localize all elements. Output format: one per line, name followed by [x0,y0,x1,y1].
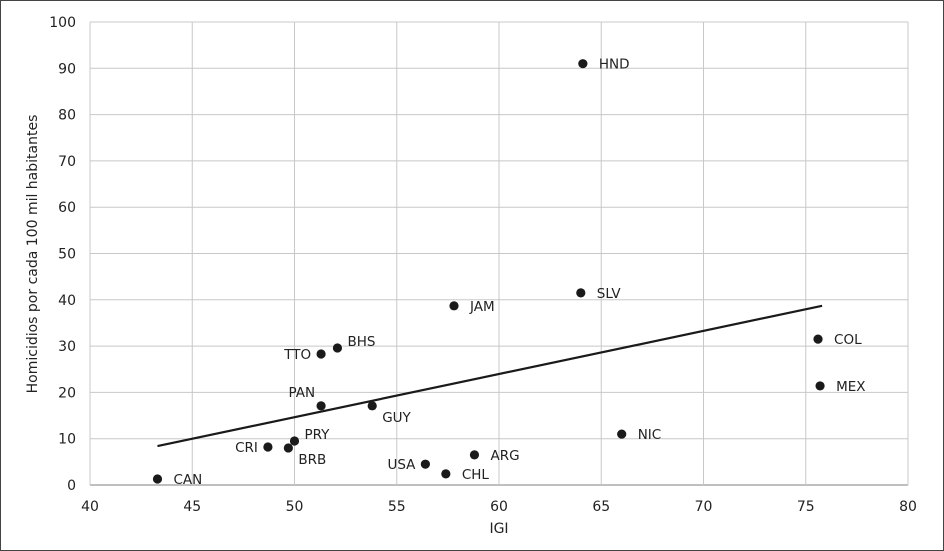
point-label: MEX [836,379,865,395]
y-tick-label: 50 [58,247,76,263]
x-tick-label: 70 [695,499,713,515]
points: HND SLV JAM BHS TTO PAN GUY PRY CRI BRB CAN USA CHLA… [152,57,866,488]
y-tick-label: 0 [67,478,76,494]
data-point-bhs [332,343,343,353]
data-point-col [813,334,823,344]
data-point-pan [316,401,326,411]
x-tick-label: 75 [797,499,815,515]
y-tick-label: 80 [58,108,76,124]
point-label: CRI [235,440,258,456]
data-point-usa [420,459,430,469]
y-axis-label: Homicidios por cada 100 mil habitantes [25,115,41,394]
x-tick-label: 60 [490,499,508,515]
point-label: COL [834,332,862,348]
x-axis-label: IGI [489,521,508,537]
data-point-guy [367,401,377,411]
point-label: CHL [462,467,490,483]
x-tick-label: 65 [592,499,610,515]
point-label: BHS [347,334,375,350]
data-point-slv [576,288,586,298]
data-point-tto [316,349,326,359]
point-label: ARG [490,448,519,464]
trendline [157,304,823,448]
point-label: TTO [283,347,311,363]
data-point-hnd [578,59,588,69]
y-tick-label: 90 [58,61,76,77]
point-label: CAN [173,472,202,488]
point-label: HND [599,57,630,73]
x-tick-label: 50 [286,499,304,515]
y-tick-label: 60 [58,200,76,216]
y-tick-label: 100 [49,15,76,31]
point-label: JAM [469,299,495,315]
point-label: NIC [638,427,662,443]
x-tick-label: 80 [899,499,917,515]
data-point-nic [617,429,627,439]
x-tick-label: 40 [81,499,99,515]
x-tick-label: 55 [388,499,406,515]
data-point-jam [449,301,459,311]
y-tick-label: 70 [58,154,76,170]
x-tick-label: 45 [183,499,201,515]
data-point-chl [441,469,451,479]
point-label: BRB [298,452,326,468]
y-tick-label: 30 [58,339,76,355]
data-point-can [152,474,163,484]
point-label: USA [387,457,416,473]
trendline-group [157,304,823,448]
data-point-brb [283,443,293,453]
y-tick-label: 10 [58,432,76,448]
data-point-cri [263,442,273,452]
y-tick-label: 40 [58,293,76,309]
data-point-mex [815,381,825,391]
point-label: GUY [382,410,411,426]
gridlines [89,21,909,486]
tick-labels: 0 10 20 30 40 50 60 70 80 90 100 40 45 50 55 60 65 70 75 80 [49,15,917,515]
point-label: PRY [305,427,331,443]
data-point-arg [469,450,480,460]
y-tick-label: 20 [58,385,76,401]
point-label: SLV [597,286,622,302]
point-label: PAN [288,385,315,401]
data-point-pry [289,436,300,446]
